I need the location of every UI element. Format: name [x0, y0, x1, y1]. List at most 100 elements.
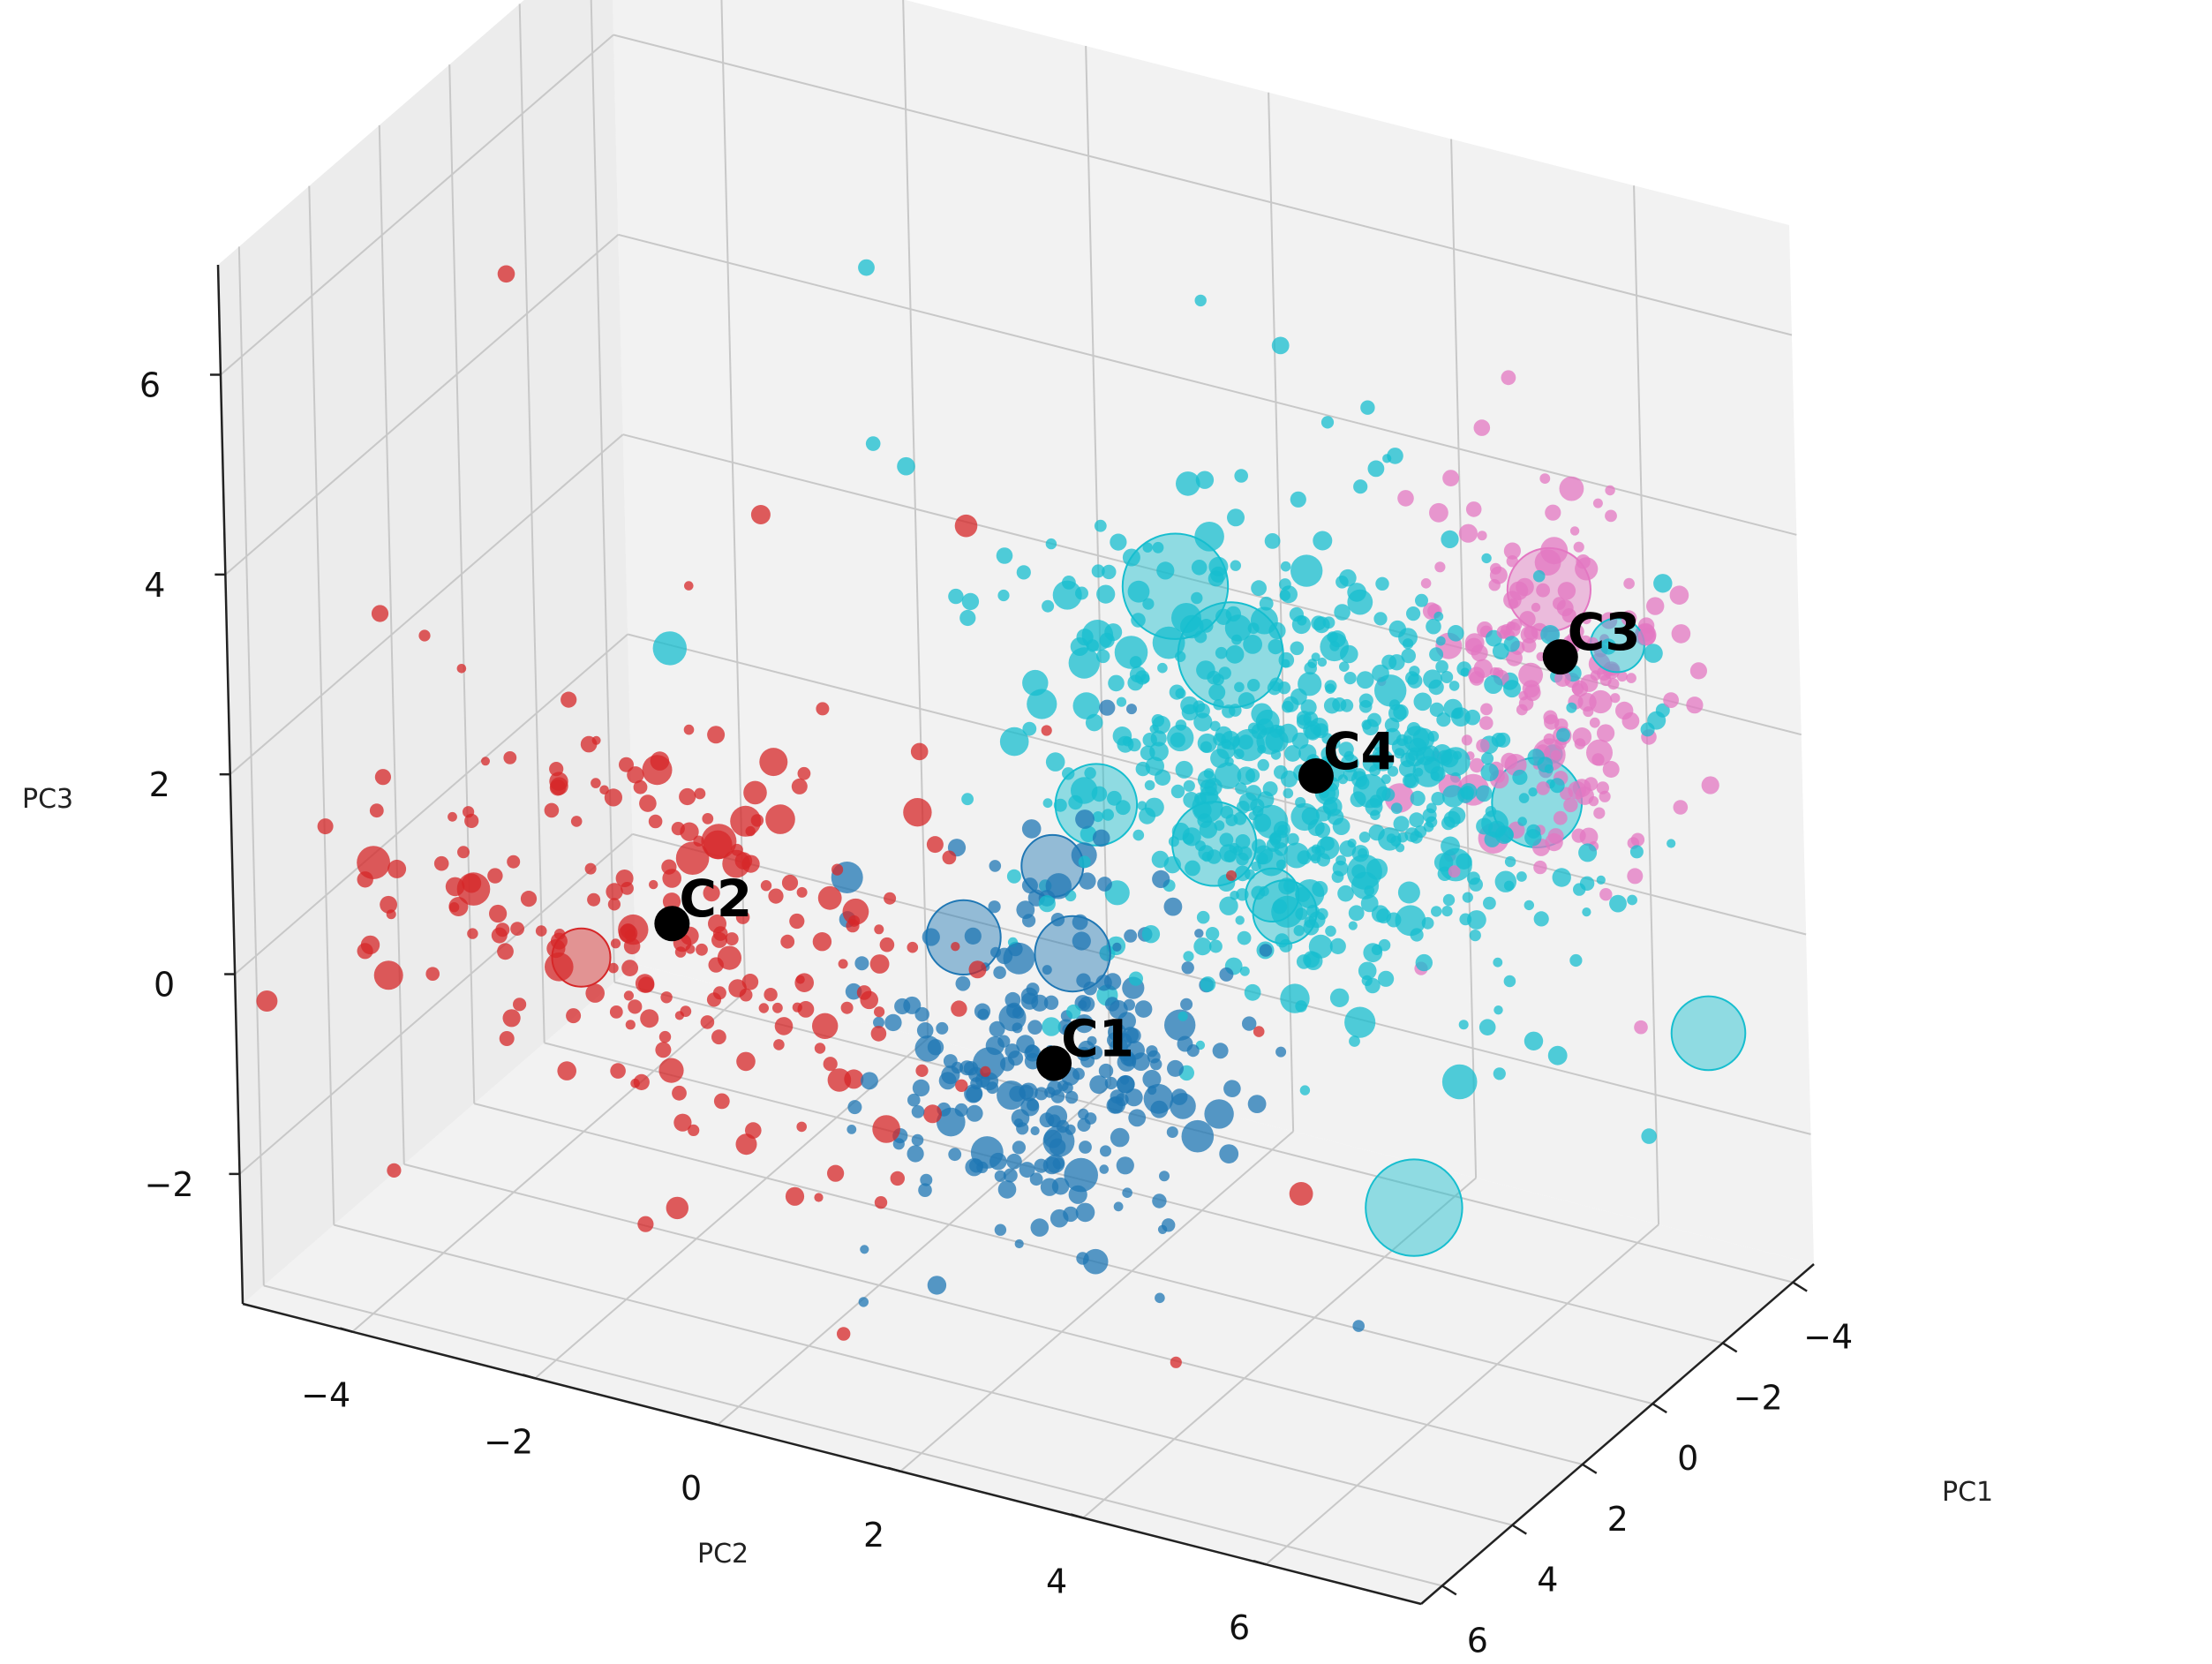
floor-gridline — [473, 1103, 1653, 1405]
scatter-point-c2 — [814, 1193, 824, 1202]
scatter-point-c4 — [1281, 659, 1290, 668]
scatter-point-c4 — [1516, 871, 1527, 882]
scatter-point-c4 — [1234, 681, 1245, 693]
scatter-point-c3 — [1630, 832, 1645, 847]
scatter-point-c2 — [671, 822, 685, 836]
scatter-point-c1 — [1242, 1016, 1257, 1031]
scatter-point-c4 — [1401, 648, 1416, 664]
scatter-point-c2 — [621, 960, 638, 976]
scatter-point-c4 — [1175, 760, 1193, 779]
scatter-point-c3 — [1634, 1020, 1648, 1035]
scatter-point-c1 — [1152, 870, 1170, 889]
cluster-centroids: C1 C2 C3 C4 — [654, 602, 1641, 1081]
scatter-point-c2 — [497, 265, 515, 283]
scatter-point-c2 — [1041, 725, 1052, 736]
scatter-point-c4 — [1140, 745, 1155, 761]
scatter-point-c4 — [1349, 1035, 1360, 1047]
scatter-point-c2 — [796, 1121, 807, 1133]
scatter-point-c4 — [1320, 746, 1336, 763]
scatter-point-c1 — [1108, 1096, 1125, 1114]
scatter-point-c4 — [1277, 824, 1289, 836]
scatter-point-c2 — [491, 927, 508, 944]
scatter-point-c1 — [943, 1054, 958, 1068]
scatter-point-c4 — [1670, 995, 1747, 1072]
scatter-point-c4 — [1053, 798, 1067, 812]
scatter-point-c4 — [1298, 672, 1322, 696]
scatter-point-c2 — [639, 794, 657, 812]
scatter-point-c4 — [1431, 906, 1442, 917]
scatter-point-c4 — [1469, 877, 1483, 892]
scatter-point-c3 — [1575, 557, 1599, 581]
scatter-point-c4 — [1270, 832, 1282, 844]
scatter-point-c2 — [557, 1061, 576, 1080]
centroid-marker-c2 — [654, 906, 690, 942]
scatter-point-c4 — [1223, 850, 1237, 862]
scatter-point-c2 — [513, 998, 527, 1012]
scatter-point-c3 — [1599, 888, 1613, 901]
y-tick-label-mark — [522, 1374, 536, 1380]
scatter-point-c2 — [780, 934, 795, 949]
floor-gridline — [334, 1224, 1513, 1526]
scatter-point-c4 — [1653, 574, 1673, 593]
scatter-point-c4 — [1358, 961, 1377, 981]
scatter-point-c2 — [520, 891, 538, 907]
centroid-label-c3: C3 — [1568, 602, 1641, 662]
scatter-point-c2 — [433, 855, 449, 871]
scatter-point-c2 — [694, 787, 706, 800]
scatter-point-c4 — [1552, 868, 1571, 887]
y-tick-label-mark — [1253, 1559, 1267, 1566]
scatter-point-c4 — [1016, 565, 1031, 580]
scatter-point-c3 — [1673, 800, 1689, 815]
floor-gridline — [534, 1037, 929, 1380]
scatter-point-c2 — [587, 892, 601, 907]
scatter-point-c1 — [994, 1170, 1006, 1182]
scatter-point-c4 — [1322, 799, 1338, 815]
x-axis-label: PC1 — [1942, 1477, 1993, 1508]
scatter-point-c2 — [735, 1133, 757, 1156]
scatter-point-c4 — [1196, 910, 1210, 924]
scatter-point-c1 — [1147, 1085, 1157, 1096]
scatter-point-c2 — [980, 1065, 991, 1077]
scatter-point-c4 — [996, 547, 1013, 564]
scatter-point-c1 — [1019, 1162, 1035, 1178]
scatter-point-c2 — [797, 1001, 815, 1018]
scatter-point-c2 — [890, 1171, 905, 1186]
centroid-marker-c4 — [1298, 758, 1334, 794]
scatter-point-c2 — [745, 825, 756, 837]
scatter-point-c4 — [1431, 792, 1445, 806]
scatter-point-c4 — [1208, 939, 1223, 953]
scatter-point-c3 — [1591, 753, 1605, 766]
scatter-point-c4 — [1579, 876, 1595, 891]
scatter-point-c4 — [1339, 568, 1357, 587]
scatter-point-c2 — [386, 909, 396, 920]
scatter-point-c4 — [1195, 471, 1215, 489]
scatter-point-c1 — [1194, 929, 1204, 938]
scatter-point-c2 — [791, 778, 808, 794]
scatter-point-c4 — [1524, 1031, 1544, 1051]
scatter-point-c2 — [457, 846, 470, 859]
scatter-point-c4 — [999, 727, 1029, 757]
scatter-point-c4 — [1232, 845, 1243, 856]
scatter-point-c2 — [768, 888, 784, 904]
scatter-point-c3 — [1563, 797, 1578, 813]
scatter-point-c1 — [1146, 1045, 1158, 1058]
scatter-point-c1 — [1075, 809, 1095, 829]
scatter-point-c4 — [1274, 764, 1288, 779]
scatter-point-c4 — [1208, 683, 1226, 701]
scatter-point-c4 — [1196, 660, 1215, 680]
scatter-point-c4 — [1096, 649, 1110, 664]
scatter-point-c1 — [854, 956, 869, 971]
z-tick-label: 6 — [139, 365, 161, 404]
scatter-point-c1 — [937, 1107, 966, 1137]
scatter-point-c4 — [1299, 1085, 1311, 1096]
scatter-point-c1 — [1034, 915, 1111, 993]
scatter-point-c4 — [1144, 797, 1164, 817]
scatter-point-c4 — [1441, 1064, 1478, 1100]
floor-gridline — [263, 1284, 1443, 1587]
scatter-point-c1 — [1072, 1067, 1085, 1080]
scatter-point-c1 — [1043, 995, 1059, 1011]
scatter-point-c1 — [1020, 992, 1039, 1010]
scatter-point-c4 — [1433, 853, 1454, 872]
scatter-point-c1 — [1167, 1059, 1184, 1077]
scatter-point-c4 — [865, 436, 881, 451]
